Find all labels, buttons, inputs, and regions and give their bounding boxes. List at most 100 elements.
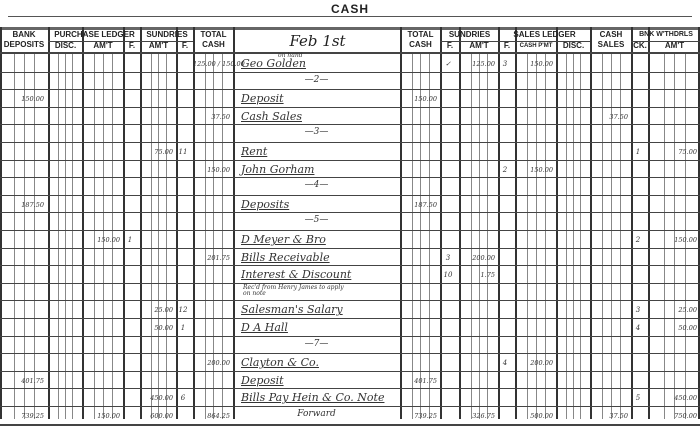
column-divider bbox=[48, 27, 50, 419]
amount-cell: 200.00 bbox=[472, 253, 495, 262]
column-subdivider bbox=[544, 52, 546, 419]
column-subdivider bbox=[94, 52, 96, 419]
header-ck: CK. bbox=[633, 41, 647, 50]
folio-cell: 4 bbox=[635, 324, 641, 332]
folio-cell: 4 bbox=[502, 359, 508, 368]
column-subdivider bbox=[527, 52, 529, 419]
amount-cell: 125.00 / 150.00 bbox=[193, 60, 245, 68]
row-divider bbox=[0, 370, 700, 372]
amount-cell: 450.00 bbox=[150, 394, 173, 403]
row-divider bbox=[0, 212, 700, 214]
header-divider bbox=[48, 41, 140, 42]
amount-cell: 1.75 bbox=[480, 271, 495, 280]
amount-cell: 750.00 bbox=[674, 412, 697, 420]
entry-description: Interest & Discount bbox=[241, 268, 352, 282]
column-divider bbox=[440, 27, 442, 419]
column-divider bbox=[590, 27, 592, 419]
header-amt: AM'T bbox=[664, 41, 685, 50]
header-cash-sales: CASH SALES bbox=[597, 30, 625, 49]
column-subdivider bbox=[14, 52, 16, 419]
header-f: F. bbox=[128, 41, 136, 50]
column-subdivider bbox=[221, 52, 223, 419]
column-subdivider bbox=[23, 52, 25, 419]
header-sales-ledger: SALES LEDGER bbox=[513, 30, 576, 39]
folio-cell: 1 bbox=[127, 236, 133, 244]
amount-cell: 326.75 bbox=[472, 412, 495, 420]
column-subdivider bbox=[487, 52, 489, 419]
row-divider bbox=[0, 265, 700, 267]
row-divider bbox=[0, 142, 700, 143]
column-divider bbox=[140, 27, 142, 419]
date-marker: —3— bbox=[304, 127, 329, 138]
title-rule bbox=[8, 16, 692, 17]
folio-cell: 1 bbox=[635, 148, 641, 156]
header-amt: AM'T bbox=[148, 41, 169, 50]
column-subdivider bbox=[602, 52, 604, 419]
folio-cell: 11 bbox=[178, 148, 188, 156]
column-subdivider bbox=[102, 52, 104, 419]
entry-description: Deposit bbox=[241, 373, 284, 387]
row-divider bbox=[0, 423, 700, 426]
entry-description: Salesman's Salary bbox=[241, 303, 343, 317]
entry-description: Clayton & Co. bbox=[241, 356, 319, 370]
column-subdivider bbox=[65, 52, 66, 419]
amount-cell: 201.75 bbox=[207, 253, 230, 262]
row-divider bbox=[0, 124, 700, 126]
amount-cell: 75.00 bbox=[154, 148, 173, 156]
header-bank-withdrawals: BNK W'THDRLS bbox=[639, 31, 693, 38]
header-disc: DISC. bbox=[54, 41, 77, 50]
amount-cell: 600.00 bbox=[150, 412, 173, 420]
amount-cell: 739.25 bbox=[21, 412, 44, 420]
amount-cell: 401.75 bbox=[414, 376, 437, 385]
folio-cell: 2 bbox=[635, 236, 641, 244]
page-title: CASH bbox=[330, 2, 369, 16]
folio-cell: 3 bbox=[502, 60, 508, 68]
entry-description: John Gorham bbox=[241, 162, 315, 176]
column-divider bbox=[631, 27, 633, 419]
column-subdivider bbox=[535, 52, 537, 419]
column-divider bbox=[82, 27, 84, 419]
row-divider bbox=[0, 177, 700, 179]
header-purchase-ledger: PURCHASE LEDGER bbox=[54, 30, 135, 39]
column-subdivider bbox=[72, 52, 74, 419]
column-subdivider bbox=[573, 52, 574, 419]
header-sundries: SUNDRIES bbox=[146, 30, 188, 39]
amount-cell: 200.00 bbox=[530, 359, 553, 368]
header-total-cash: TOTAL CASH bbox=[407, 30, 434, 49]
table-top-border bbox=[0, 27, 700, 30]
date-marker: Forward bbox=[297, 409, 336, 419]
folio-cell: 3 bbox=[445, 253, 451, 262]
folio-cell: 10 bbox=[443, 271, 453, 280]
cash-ledger-table: BANK DEPOSITS PURCHASE LEDGER DISC. AM'T F. S… bbox=[0, 27, 700, 426]
header-divider bbox=[631, 41, 700, 42]
header-divider bbox=[440, 41, 498, 42]
folio-cell: 12 bbox=[178, 306, 188, 315]
date-marker: —5— bbox=[304, 215, 329, 226]
row-divider bbox=[0, 247, 700, 249]
column-subdivider bbox=[610, 52, 612, 419]
header-divider bbox=[498, 41, 590, 42]
amount-cell: 150.00 bbox=[674, 236, 697, 244]
amount-cell: 739.25 bbox=[414, 412, 437, 420]
column-subdivider bbox=[478, 52, 480, 419]
row-divider bbox=[0, 406, 700, 407]
amount-cell: 50.00 bbox=[678, 324, 697, 332]
amount-cell: 200.00 bbox=[207, 359, 230, 368]
amount-cell: 37.50 bbox=[609, 112, 628, 121]
column-subdivider bbox=[470, 52, 472, 419]
column-subdivider bbox=[420, 52, 421, 419]
amount-cell: 25.00 bbox=[154, 306, 173, 315]
column-subdivider bbox=[580, 52, 582, 419]
header-date: Feb 1st bbox=[289, 32, 346, 50]
header-f: F. bbox=[181, 41, 189, 50]
folio-cell: 3 bbox=[635, 306, 641, 315]
column-subdivider bbox=[674, 52, 675, 419]
amount-cell: 187.50 bbox=[414, 200, 437, 209]
amount-cell: 150.00 bbox=[21, 95, 44, 104]
column-divider bbox=[498, 27, 500, 419]
amount-cell: 150.00 bbox=[414, 95, 437, 104]
header-amt: AM'T bbox=[469, 41, 489, 50]
row-divider bbox=[0, 194, 700, 196]
entry-description: D Meyer & Bro bbox=[241, 233, 326, 246]
column-divider bbox=[459, 27, 461, 419]
